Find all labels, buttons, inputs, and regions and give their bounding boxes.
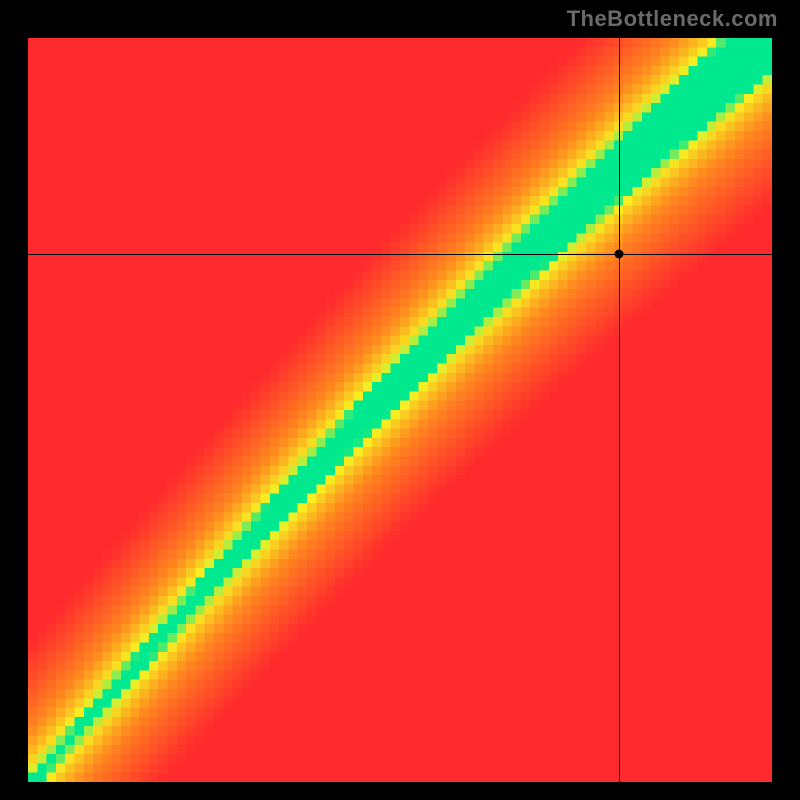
crosshair-marker bbox=[615, 249, 624, 258]
heatmap-canvas bbox=[28, 38, 772, 782]
crosshair-vertical bbox=[619, 38, 620, 782]
bottleneck-heatmap bbox=[28, 38, 772, 782]
crosshair-horizontal bbox=[28, 254, 772, 255]
attribution-text: TheBottleneck.com bbox=[567, 6, 778, 32]
